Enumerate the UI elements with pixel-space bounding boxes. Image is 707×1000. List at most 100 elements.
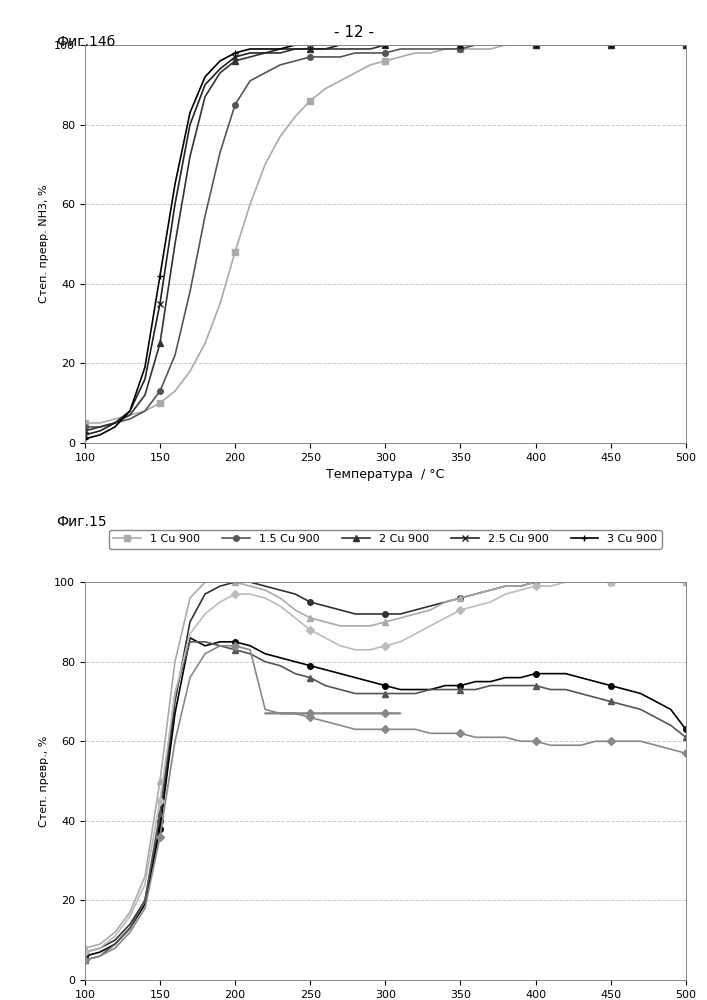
NH3 I	[366, 608, 375, 620]
NH3 K	[426, 620, 435, 632]
2.5 Cu 900	[547, 39, 555, 51]
1.5 Cu 900	[621, 39, 630, 51]
NO I	[396, 684, 404, 696]
NO I	[230, 636, 239, 648]
1 Cu 900	[230, 246, 239, 258]
Line: 2 Cu 900: 2 Cu 900	[82, 42, 689, 434]
NH3 J	[81, 942, 89, 954]
NH3 K	[636, 576, 645, 588]
1 Cu 900	[486, 43, 495, 55]
1.5 Cu 900	[396, 43, 404, 55]
2.5 Cu 900	[81, 429, 89, 441]
2 Cu 900	[171, 238, 180, 250]
2.5 Cu 900	[110, 417, 119, 429]
NO I	[186, 632, 194, 644]
1.5 Cu 900	[261, 67, 269, 79]
2 Cu 900	[141, 389, 149, 401]
NH3 J	[607, 576, 615, 588]
NH3 J	[441, 596, 450, 608]
NH3 J	[291, 604, 299, 616]
NO J	[186, 636, 194, 648]
NH3 I	[486, 584, 495, 596]
Line: NO I: NO I	[82, 635, 689, 959]
3 Cu 900	[516, 39, 525, 51]
2.5 Cu 900	[95, 425, 104, 437]
NO I	[95, 946, 104, 958]
1 Cu 900	[501, 39, 510, 51]
1.5 Cu 900	[126, 413, 134, 425]
2.5 Cu 900	[651, 39, 660, 51]
NO J	[95, 950, 104, 962]
3 Cu 900	[216, 55, 224, 67]
NH3 K	[456, 604, 464, 616]
Line: 1.5 Cu 900: 1.5 Cu 900	[82, 42, 689, 430]
NH3 I	[216, 580, 224, 592]
NH3 K	[81, 946, 89, 958]
NO I	[426, 684, 435, 696]
NH3 J	[561, 576, 570, 588]
2 Cu 900	[366, 43, 375, 55]
NO I	[276, 652, 284, 664]
1 Cu 900	[441, 43, 450, 55]
NH3 K	[156, 795, 164, 807]
NH3 K	[201, 608, 209, 620]
1.5 Cu 900	[186, 286, 194, 298]
NO J	[81, 954, 89, 966]
2.5 Cu 900	[351, 39, 359, 51]
3 Cu 900	[230, 47, 239, 59]
3 Cu 900	[336, 39, 344, 51]
NH3 K	[351, 644, 359, 656]
1.5 Cu 900	[336, 51, 344, 63]
2.5 Cu 900	[321, 43, 329, 55]
3 Cu 900	[291, 39, 299, 51]
NO J	[336, 684, 344, 696]
2 Cu 900	[621, 39, 630, 51]
Line: NH3 K: NH3 K	[82, 579, 689, 955]
NH3 K	[95, 942, 104, 954]
NO I	[411, 684, 419, 696]
3 Cu 900	[501, 39, 510, 51]
2 Cu 900	[126, 409, 134, 421]
NH3 I	[411, 604, 419, 616]
2 Cu 900	[486, 39, 495, 51]
NO I	[336, 668, 344, 680]
NH3 I	[110, 934, 119, 946]
1.5 Cu 900	[501, 39, 510, 51]
NH3 J	[667, 576, 675, 588]
NO J	[532, 680, 540, 692]
2 Cu 900	[396, 39, 404, 51]
3 Cu 900	[201, 71, 209, 83]
1 Cu 900	[621, 39, 630, 51]
NO I	[561, 668, 570, 680]
Text: - 12 -: - 12 -	[334, 25, 373, 40]
1 Cu 900	[576, 39, 585, 51]
2 Cu 900	[561, 39, 570, 51]
1.5 Cu 900	[426, 43, 435, 55]
NH3 I	[396, 608, 404, 620]
3 Cu 900	[456, 39, 464, 51]
NH3 K	[171, 688, 180, 700]
2 Cu 900	[230, 55, 239, 67]
NH3 I	[95, 942, 104, 954]
NH3 K	[532, 580, 540, 592]
NH3 I	[230, 576, 239, 588]
NO K	[321, 707, 329, 719]
NO J	[636, 703, 645, 715]
NH3 K	[230, 588, 239, 600]
2 Cu 900	[607, 39, 615, 51]
3 Cu 900	[110, 421, 119, 433]
NH3 J	[501, 580, 510, 592]
NH3 J	[486, 584, 495, 596]
1.5 Cu 900	[351, 47, 359, 59]
NH3 J	[216, 576, 224, 588]
2.5 Cu 900	[230, 51, 239, 63]
Line: 3 Cu 900: 3 Cu 900	[82, 42, 689, 442]
NH3 I	[471, 588, 479, 600]
NO I	[532, 668, 540, 680]
2 Cu 900	[216, 67, 224, 79]
1 Cu 900	[426, 47, 435, 59]
NO I	[110, 938, 119, 950]
NO I	[441, 680, 450, 692]
1.5 Cu 900	[471, 39, 479, 51]
NH3 K	[381, 640, 390, 652]
